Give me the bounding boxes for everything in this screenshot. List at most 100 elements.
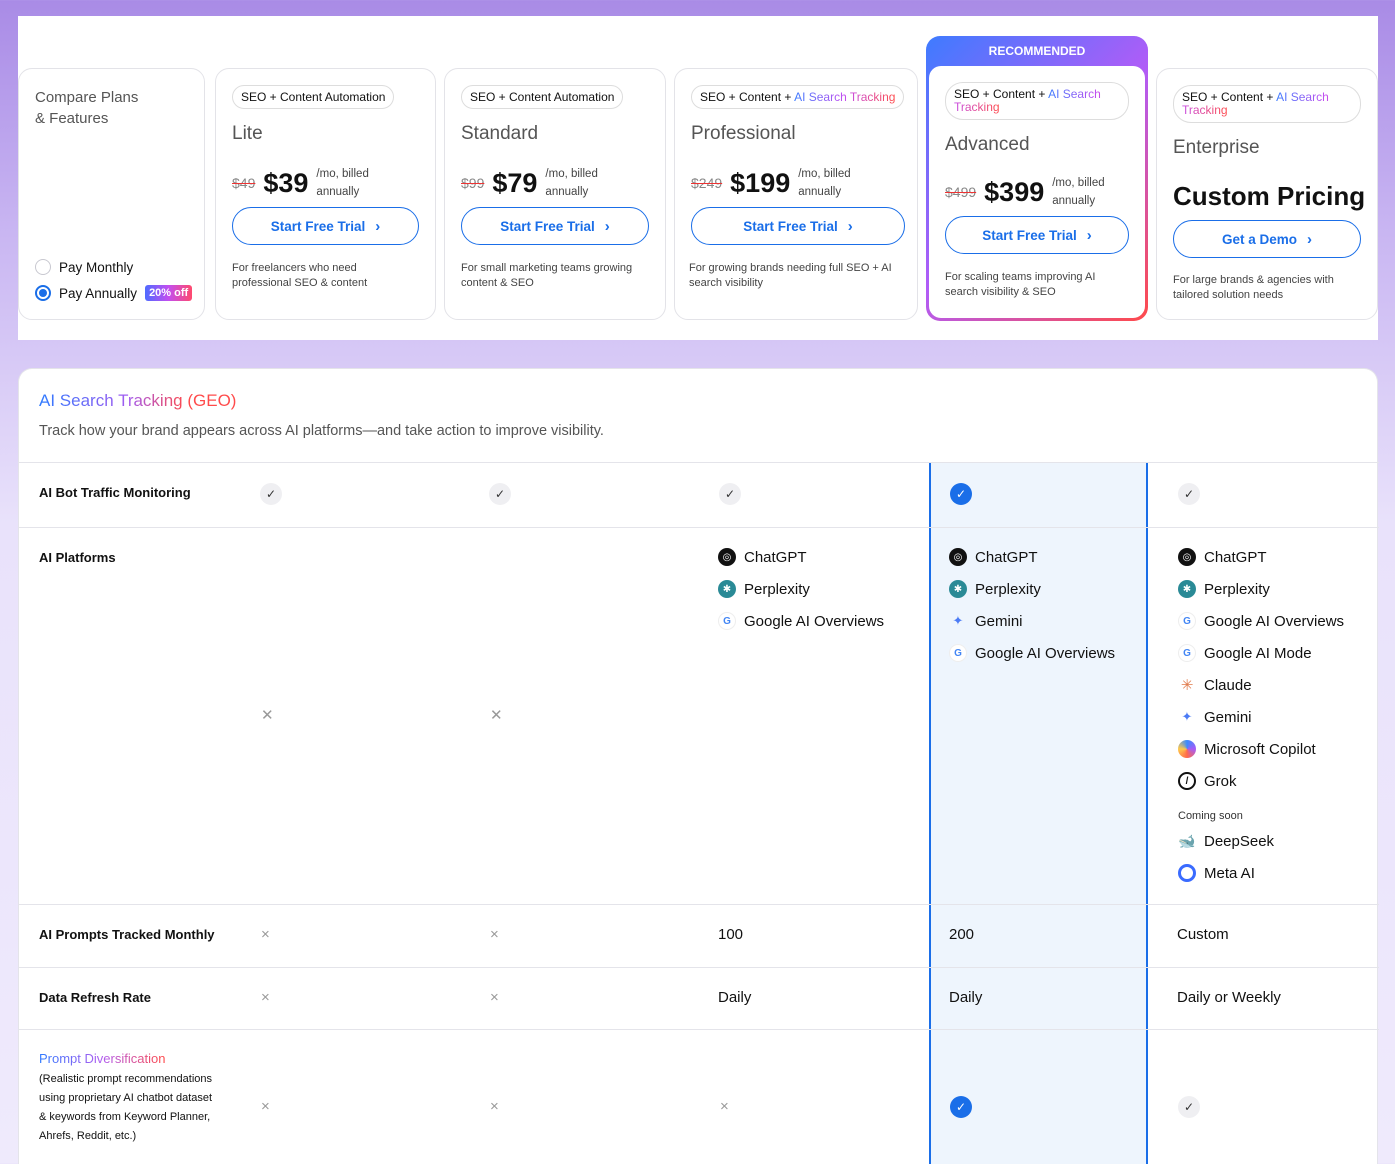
plan-tag: SEO + Content + AI Search Tracking	[1173, 85, 1361, 123]
price: $399	[984, 176, 1045, 207]
recommended-badge: RECOMMENDED	[988, 44, 1086, 58]
start-free-trial-button[interactable]: Start Free Trial ›	[945, 216, 1129, 254]
cell-value: 100	[718, 926, 744, 943]
plan-card-lite: SEO + Content Automation Lite $49 $39 /m…	[215, 68, 436, 320]
coming-soon-label: Coming soon	[1178, 810, 1243, 822]
feature-label: Data Refresh Rate	[39, 990, 151, 1005]
pay-monthly-option[interactable]: Pay Monthly	[35, 259, 133, 275]
get-a-demo-button[interactable]: Get a Demo ›	[1173, 220, 1361, 258]
check-icon: ✓	[719, 483, 741, 505]
plan-tag: SEO + Content Automation	[461, 85, 624, 109]
plan-card-standard: SEO + Content Automation Standard $99 $7…	[444, 68, 666, 320]
platform-perplexity: ✱ Perplexity	[718, 580, 810, 598]
price: $199	[730, 167, 791, 198]
cross-icon: ✕	[490, 707, 503, 724]
cell-value: Daily	[718, 989, 752, 1006]
platform-chatgpt: ◎ ChatGPT	[1178, 548, 1267, 566]
pay-annually-radio[interactable]	[35, 285, 51, 301]
cross-icon: ×	[490, 989, 499, 1006]
perplexity-icon: ✱	[949, 580, 967, 598]
perplexity-icon: ✱	[718, 580, 736, 598]
start-free-trial-button[interactable]: Start Free Trial ›	[461, 207, 649, 245]
start-free-trial-button[interactable]: Start Free Trial ›	[232, 207, 419, 245]
feature-row-bot-traffic: AI Bot Traffic Monitoring ✓ ✓ ✓ ✓ ✓	[19, 462, 1379, 527]
platform-perplexity: ✱ Perplexity	[1178, 580, 1270, 598]
platform-gemini: ✦ Gemini	[949, 612, 1023, 630]
price-period: /mo, billed annually	[1052, 177, 1105, 207]
cell-value: Daily or Weekly	[1177, 989, 1281, 1006]
platform-google-ai-overviews: G Google AI Overviews	[718, 612, 884, 630]
platform-microsoft-copilot: Microsoft Copilot	[1178, 740, 1316, 758]
cross-icon: ×	[261, 926, 270, 943]
feature-label: Prompt Diversification	[39, 1051, 166, 1066]
check-icon: ✓	[1178, 1096, 1200, 1118]
plan-tag: SEO + Content + AI Search Tracking	[691, 85, 905, 109]
plan-description: For small marketing teams growing content…	[461, 262, 633, 289]
cross-icon: ×	[261, 1098, 270, 1115]
cross-icon: ×	[490, 1098, 499, 1115]
feature-description: (Realistic prompt recommendations using …	[39, 1073, 213, 1142]
pay-annually-option[interactable]: Pay Annually 20% off	[35, 285, 193, 301]
chatgpt-icon: ◎	[949, 548, 967, 566]
chatgpt-icon: ◎	[718, 548, 736, 566]
section-title: AI Search Tracking (GEO)	[39, 391, 237, 410]
pay-monthly-radio[interactable]	[35, 259, 51, 275]
old-price: $499	[945, 184, 977, 200]
compare-title: Compare Plans & Features	[35, 87, 138, 129]
platform-meta-ai: Meta AI	[1178, 864, 1255, 882]
feature-row-prompt-diversification: Prompt Diversification (Realistic prompt…	[19, 1029, 1379, 1164]
plan-name: Professional	[691, 123, 796, 144]
pay-monthly-label: Pay Monthly	[59, 259, 134, 275]
plan-description: For growing brands needing full SEO + AI…	[689, 262, 892, 289]
gemini-icon: ✦	[952, 613, 964, 628]
compare-plans-card: Compare Plans & Features Pay Monthly Pay…	[18, 68, 205, 320]
plan-name: Enterprise	[1173, 137, 1260, 158]
feature-label: AI Platforms	[39, 550, 116, 565]
cell-value: Custom	[1177, 926, 1229, 943]
discount-badge: 20% off	[145, 285, 193, 301]
cross-icon: ×	[490, 926, 499, 943]
google-icon: G	[1178, 644, 1196, 662]
platform-deepseek: 🐋 DeepSeek	[1178, 832, 1275, 850]
plan-card-professional: SEO + Content + AI Search Tracking Profe…	[674, 68, 918, 320]
google-icon: G	[1178, 612, 1196, 630]
compare-title-line1: Compare Plans	[35, 89, 139, 106]
gemini-icon: ✦	[1181, 709, 1193, 724]
recommended-column-highlight	[929, 462, 1148, 1164]
platform-google-ai-overviews: G Google AI Overviews	[1178, 612, 1344, 630]
old-price: $49	[232, 175, 256, 191]
custom-pricing: Custom Pricing	[1173, 181, 1366, 211]
cell-value: Daily	[949, 989, 983, 1006]
old-price: $99	[461, 175, 485, 191]
plan-description: For freelancers who need professional SEO…	[232, 262, 368, 289]
platform-chatgpt: ◎ ChatGPT	[949, 548, 1038, 566]
platform-perplexity: ✱ Perplexity	[949, 580, 1041, 598]
feature-label: AI Bot Traffic Monitoring	[39, 485, 191, 500]
cell-value: 200	[949, 926, 975, 943]
chevron-right-icon: ›	[375, 217, 381, 235]
cross-icon: ×	[720, 1098, 729, 1115]
perplexity-icon: ✱	[1178, 580, 1196, 598]
start-free-trial-button[interactable]: Start Free Trial ›	[691, 207, 905, 245]
price-row: $49 $39 /mo, billed annually	[232, 165, 369, 201]
price-row: $99 $79 /mo, billed annually	[461, 165, 598, 201]
cross-icon: ×	[261, 989, 270, 1006]
deepseek-icon: 🐋	[1178, 832, 1196, 849]
price-row: $249 $199 /mo, billed annually	[691, 165, 851, 201]
check-icon: ✓	[950, 1096, 972, 1118]
copilot-icon	[1178, 740, 1196, 758]
feature-row-refresh-rate: Data Refresh Rate × × Daily Daily Daily …	[19, 967, 1379, 1029]
feature-label: AI Prompts Tracked Monthly	[39, 927, 215, 942]
plan-description: For large brands & agencies with tailored…	[1173, 274, 1334, 301]
chatgpt-icon: ◎	[1178, 548, 1196, 566]
platform-gemini: ✦ Gemini	[1178, 708, 1252, 726]
check-icon: ✓	[1178, 483, 1200, 505]
plan-name: Lite	[232, 123, 263, 144]
price-row: $499 $399 /mo, billed annually	[945, 174, 1105, 210]
meta-ai-icon	[1178, 864, 1196, 882]
chevron-right-icon: ›	[847, 217, 853, 235]
chevron-right-icon: ›	[1086, 226, 1092, 244]
chevron-right-icon: ›	[604, 217, 610, 235]
plan-tag: SEO + Content + AI Search Tracking	[945, 82, 1129, 120]
